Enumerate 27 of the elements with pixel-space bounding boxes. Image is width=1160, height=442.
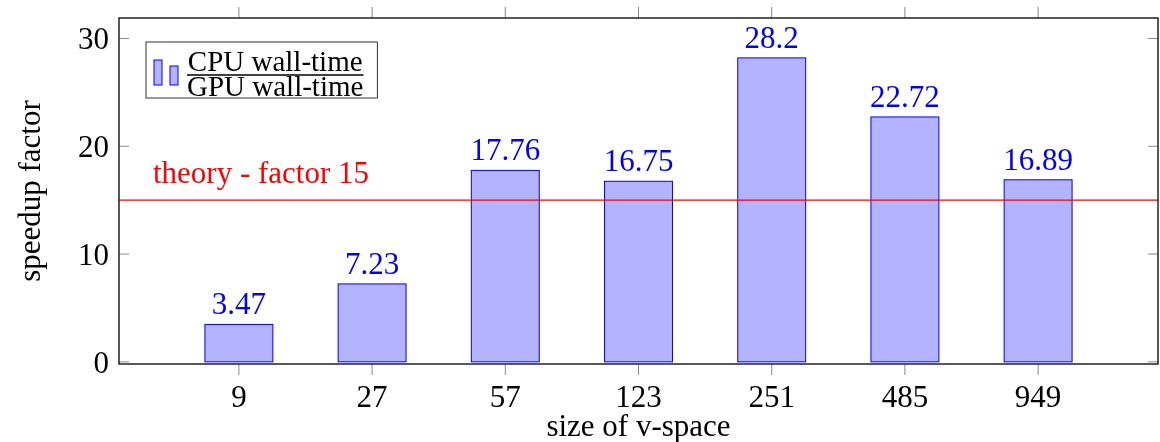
data-label: 17.76 <box>470 132 541 168</box>
data-label: 16.75 <box>603 143 674 179</box>
y-axis-title: speedup factor <box>12 99 47 282</box>
bar <box>470 169 540 363</box>
x-tick-label: 251 <box>748 379 795 414</box>
bar <box>604 180 673 363</box>
legend-label: CPU wall-time GPU wall-time <box>187 45 364 102</box>
x-tick-label: 9 <box>231 379 247 414</box>
data-label: 3.47 <box>211 286 267 322</box>
data-label: 16.89 <box>1003 141 1073 177</box>
y-tick-label: 20 <box>78 129 109 165</box>
data-label: 22.72 <box>870 78 940 114</box>
bar <box>1003 179 1073 363</box>
ref-line-label: theory - factor 15 <box>153 155 370 191</box>
x-tick-label: 485 <box>881 379 929 414</box>
x-tick-label: 57 <box>489 379 521 414</box>
data-label: 7.23 <box>344 245 400 281</box>
y-tick-label: 0 <box>93 344 109 380</box>
bar <box>204 323 274 363</box>
bar <box>337 283 407 363</box>
y-tick-label: 10 <box>78 236 109 272</box>
x-tick-label: 949 <box>1014 379 1062 414</box>
bar <box>737 57 807 363</box>
data-label: 28.2 <box>744 19 799 55</box>
y-tick-label: 30 <box>78 21 109 57</box>
bar <box>870 116 940 363</box>
x-tick-label: 27 <box>356 379 388 414</box>
